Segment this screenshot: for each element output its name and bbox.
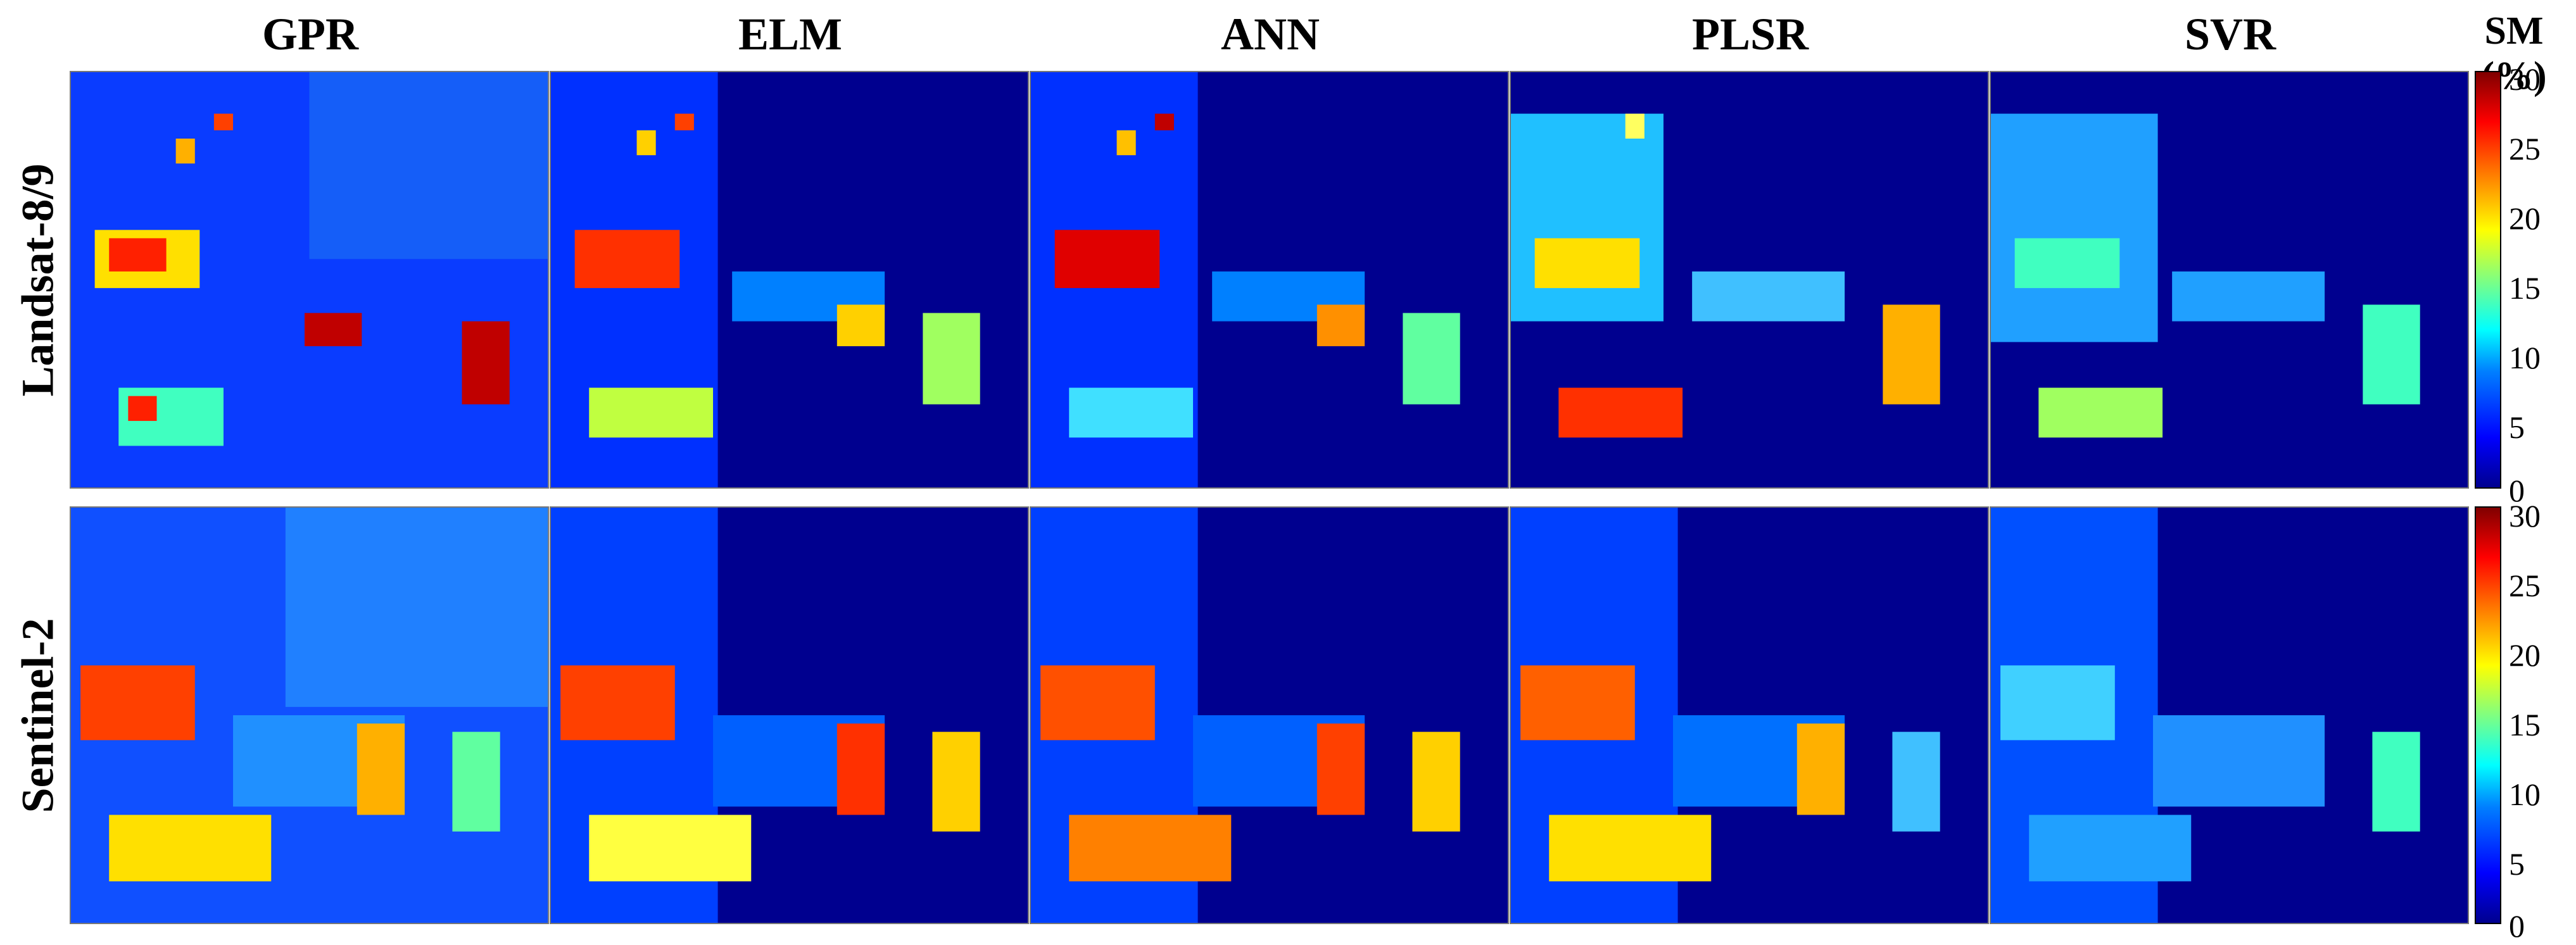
- colorbar-top-tick-0: 0: [2509, 473, 2525, 508]
- map-sentinel-gpr: [70, 506, 549, 924]
- map-landsat-plsr-image: [1511, 72, 1988, 487]
- map-sentinel-plsr-image: [1511, 508, 1988, 923]
- colorbar-bottom-tick-15: 15: [2509, 707, 2541, 742]
- colorbar-bottom-tick-30: 30: [2509, 498, 2541, 534]
- map-landsat-gpr: [70, 71, 549, 489]
- row-title-landsat-label: Landsat-8/9: [12, 163, 63, 397]
- colorbar-bottom-tick-20: 20: [2509, 637, 2541, 673]
- map-landsat-gpr-image: [71, 72, 548, 487]
- map-sentinel-ann: [1030, 506, 1509, 924]
- map-sentinel-svr-image: [1991, 508, 2468, 923]
- colorbar-top-tick-30: 30: [2509, 61, 2541, 97]
- colorbar-top-tick-15: 15: [2509, 270, 2541, 306]
- map-sentinel-gpr-image: [71, 508, 548, 923]
- colorbar-top-tick-20: 20: [2509, 201, 2541, 236]
- colorbar-bottom-tick-0: 0: [2509, 908, 2525, 944]
- map-sentinel-svr: [1990, 506, 2469, 924]
- map-landsat-elm: [550, 71, 1029, 489]
- colorbar-top-tick-5: 5: [2509, 410, 2525, 445]
- colorbar-top-tick-25: 25: [2509, 131, 2541, 166]
- map-sentinel-elm-image: [551, 508, 1028, 923]
- colorbar-bottom: [2475, 506, 2501, 924]
- row-title-sentinel-label: Sentinel-2: [12, 617, 63, 813]
- column-title-plsr: PLSR: [1691, 9, 1809, 59]
- colorbar-top-tick-10: 10: [2509, 340, 2541, 375]
- column-title-ann: ANN: [1221, 9, 1320, 59]
- column-title-gpr: GPR: [262, 9, 358, 59]
- column-title-svr: SVR: [2184, 9, 2276, 59]
- colorbar-bottom-tick-10: 10: [2509, 777, 2541, 812]
- map-landsat-ann-image: [1031, 72, 1508, 487]
- colorbar-bottom-tick-5: 5: [2509, 846, 2525, 882]
- map-sentinel-ann-image: [1031, 508, 1508, 923]
- colorbar-title: SM (%): [2481, 9, 2547, 97]
- colorbar-top: [2475, 71, 2501, 489]
- map-landsat-svr-image: [1991, 72, 2468, 487]
- map-landsat-elm-image: [551, 72, 1028, 487]
- colorbar-bottom-tick-25: 25: [2509, 568, 2541, 603]
- column-title-elm: ELM: [738, 9, 842, 59]
- map-landsat-ann: [1030, 71, 1509, 489]
- map-landsat-svr: [1990, 71, 2469, 489]
- map-sentinel-plsr: [1510, 506, 1989, 924]
- map-landsat-plsr: [1510, 71, 1989, 489]
- map-sentinel-elm: [550, 506, 1029, 924]
